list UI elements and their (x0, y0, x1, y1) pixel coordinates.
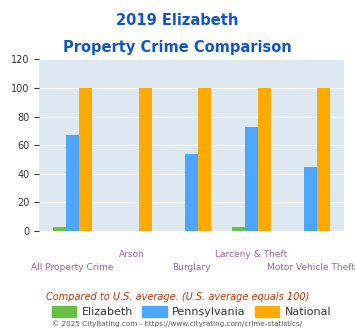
Bar (139, 88, 152, 231)
Bar (304, 167, 317, 231)
Bar (66, 135, 79, 231)
Text: Compared to U.S. average. (U.S. average equals 100): Compared to U.S. average. (U.S. average … (46, 292, 309, 302)
Text: Arson: Arson (119, 250, 145, 259)
Bar (185, 154, 198, 231)
Bar (231, 227, 245, 231)
Text: Larceny & Theft: Larceny & Theft (215, 250, 287, 259)
Bar (53, 227, 66, 231)
Text: Motor Vehicle Theft: Motor Vehicle Theft (267, 263, 355, 272)
Text: Property Crime Comparison: Property Crime Comparison (63, 40, 292, 54)
Bar (245, 127, 258, 231)
Bar (317, 88, 331, 231)
Text: Burglary: Burglary (173, 263, 211, 272)
Bar (79, 88, 92, 231)
Text: 2019 Elizabeth: 2019 Elizabeth (116, 13, 239, 28)
Text: All Property Crime: All Property Crime (31, 263, 114, 272)
Text: © 2025 CityRating.com - https://www.cityrating.com/crime-statistics/: © 2025 CityRating.com - https://www.city… (53, 320, 302, 327)
Legend: Elizabeth, Pennsylvania, National: Elizabeth, Pennsylvania, National (48, 302, 336, 322)
Bar (198, 88, 211, 231)
Bar (258, 88, 271, 231)
